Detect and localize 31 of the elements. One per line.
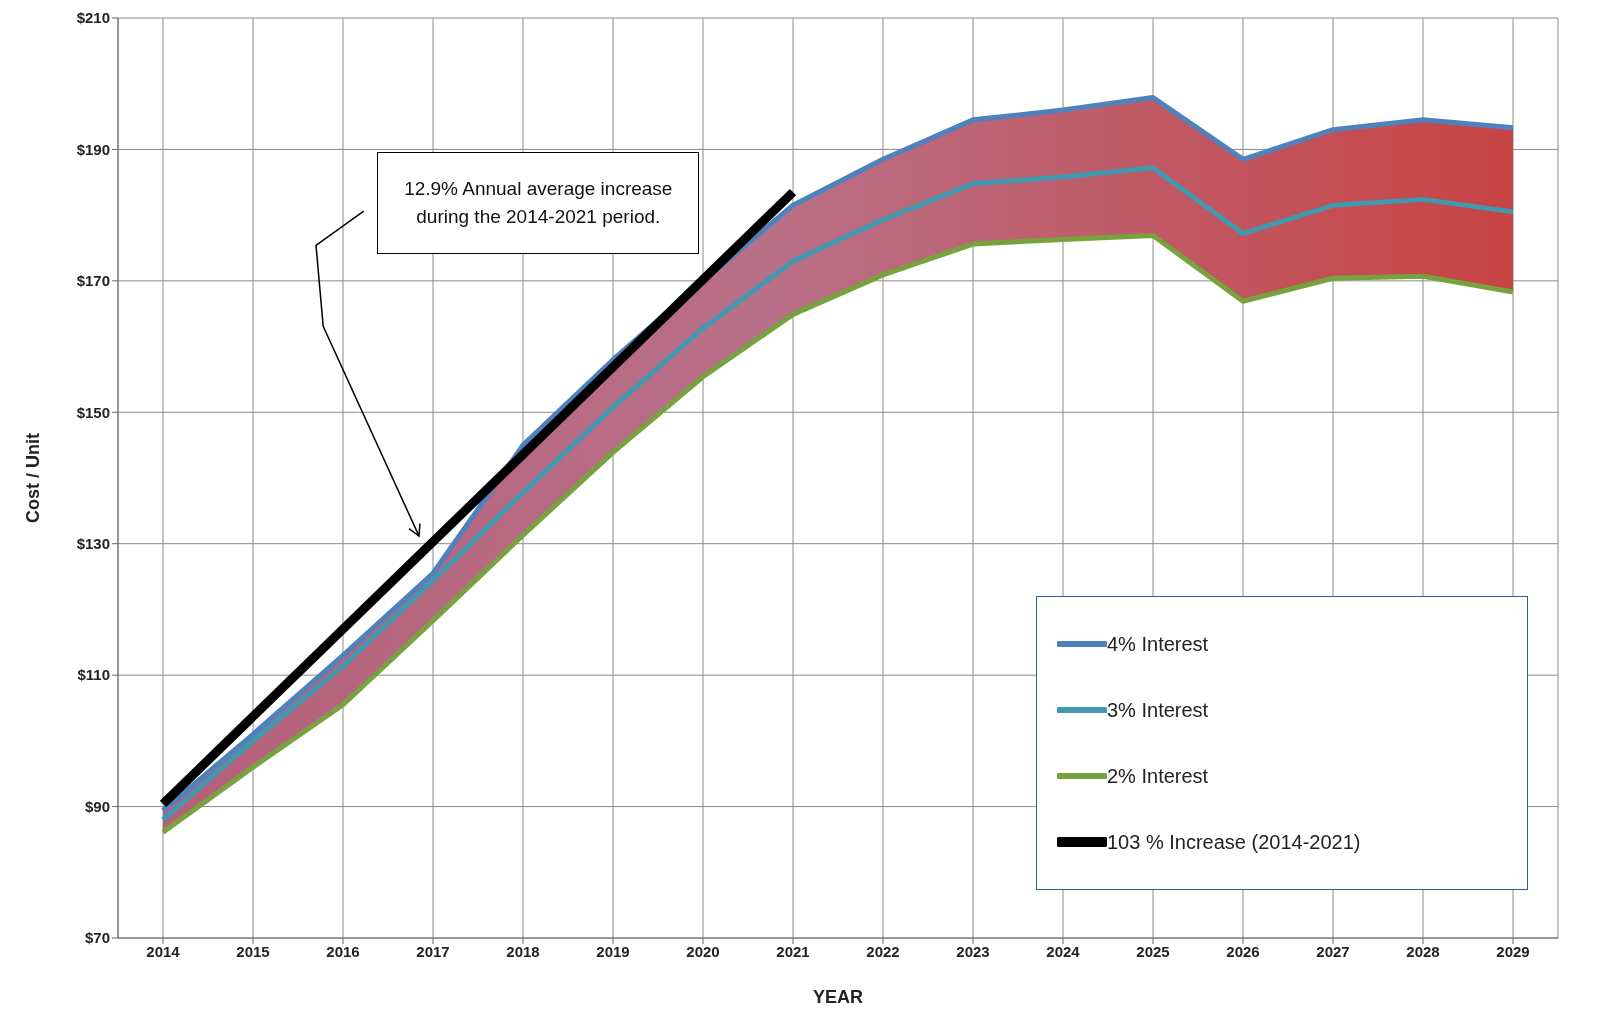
x-axis-title: YEAR xyxy=(812,987,864,1007)
x-tick-label: 2016 xyxy=(326,942,360,960)
y-tick-label: $130 xyxy=(76,535,110,553)
x-tick-label: 2023 xyxy=(956,942,990,960)
legend-label: 103 % Increase (2014-2021) xyxy=(1107,830,1361,854)
x-tick-label: 2026 xyxy=(1226,942,1260,960)
x-tick-label: 2021 xyxy=(776,942,810,960)
y-tick-label: $190 xyxy=(76,140,110,158)
x-tick-label: 2025 xyxy=(1136,942,1170,960)
x-tick-label: 2028 xyxy=(1406,942,1440,960)
y-tick-label: $170 xyxy=(76,272,110,290)
x-tick-label: 2027 xyxy=(1316,942,1350,960)
x-tick-label: 2029 xyxy=(1496,942,1530,960)
legend-label: 3% Interest xyxy=(1107,698,1209,722)
y-tick-label: $150 xyxy=(76,403,110,421)
x-tick-label: 2022 xyxy=(866,942,900,960)
x-tick-label: 2015 xyxy=(236,942,270,960)
x-tick-label: 2019 xyxy=(596,942,630,960)
x-tick-label: 2018 xyxy=(506,942,540,960)
y-axis-title: Cost / Unit xyxy=(23,433,44,523)
x-tick-label: 2024 xyxy=(1046,942,1081,960)
y-tick-label: $110 xyxy=(77,666,110,684)
y-tick-label: $70 xyxy=(84,929,110,947)
y-tick-label: $90 xyxy=(84,797,110,815)
x-tick-label: 2020 xyxy=(686,942,720,960)
x-tick-label: 2017 xyxy=(416,942,450,960)
legend-label: 2% Interest xyxy=(1107,764,1209,788)
x-tick-label: 2014 xyxy=(146,942,181,960)
callout-box: 12.9% Annual average increase during the 2014-2021 period. xyxy=(377,152,700,255)
legend-label: 4% Interest xyxy=(1107,632,1209,656)
y-tick-label: $210 xyxy=(76,9,110,27)
